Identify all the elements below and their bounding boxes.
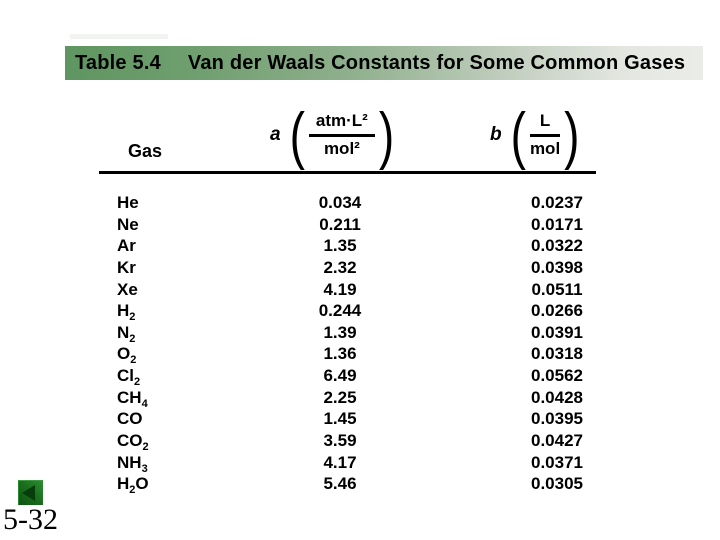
- table-row: H2O 5.46 0.0305: [0, 473, 720, 497]
- table-row: H2 0.244 0.0266: [0, 300, 720, 324]
- table-row: NH3 4.17 0.0371: [0, 452, 720, 475]
- a-value-cell: 1.45: [323, 409, 357, 429]
- table-row: Xe 4.19 0.0511: [0, 279, 720, 301]
- table-row: O2 1.36 0.0318: [0, 343, 720, 367]
- table-row: Kr 2.32 0.0398: [0, 257, 720, 279]
- accent-strip: [70, 34, 168, 39]
- gas-cell: He: [117, 193, 139, 212]
- gas-cell: Cl2: [117, 366, 141, 389]
- a-units-fraction: atm·L² mol²: [308, 111, 375, 159]
- b-value-cell: 0.0562: [531, 366, 583, 386]
- gas-cell: Ar: [117, 236, 136, 256]
- a-value-cell: 0.244: [318, 301, 362, 321]
- a-value-cell: 4.17: [323, 452, 357, 472]
- a-column-header: a ( atm·L² mol² ): [270, 102, 394, 168]
- a-unit-denominator: mol²: [323, 139, 360, 158]
- b-value-cell: 0.0318: [531, 344, 583, 364]
- b-value-cell: 0.0511: [531, 279, 583, 299]
- b-column-header: b ( L mol ): [490, 102, 580, 168]
- a-value-cell: 6.49: [323, 366, 357, 386]
- table-row: He 0.034 0.0237: [0, 192, 720, 214]
- b-value-cell: 0.0371: [531, 452, 583, 472]
- gas-column-header: Gas: [128, 141, 163, 161]
- left-triangle-icon: [22, 485, 35, 501]
- a-symbol: a: [270, 124, 281, 145]
- b-unit-numerator: L: [529, 111, 561, 137]
- b-value-cell: 0.0237: [531, 193, 583, 212]
- b-value-cell: 0.0395: [531, 409, 583, 429]
- a-value-cell: 0.211: [319, 214, 361, 234]
- title-bar: Table 5.4 Van der Waals Constants for So…: [65, 46, 703, 80]
- b-value-cell: 0.0171: [531, 214, 583, 234]
- table-row: CH4 2.25 0.0428: [0, 387, 720, 410]
- gas-cell: CO2: [117, 431, 149, 454]
- b-value-cell: 0.0428: [531, 387, 583, 407]
- gas-cell: Ne: [117, 214, 139, 234]
- b-symbol: b: [490, 124, 502, 145]
- a-value-cell: 1.35: [323, 236, 357, 256]
- a-value-cell: 5.46: [323, 474, 357, 494]
- a-value-cell: 0.034: [318, 193, 362, 212]
- table-number-label: Table 5.4: [75, 51, 161, 74]
- slide-title: Van der Waals Constants for Some Common …: [187, 51, 686, 74]
- gas-cell: CO: [117, 409, 143, 429]
- a-value-cell: 4.19: [323, 279, 357, 299]
- gas-cell: N2: [117, 322, 136, 345]
- b-value-cell: 0.0391: [531, 322, 583, 342]
- table-row: Ne 0.211 0.0171: [0, 214, 720, 236]
- right-paren-icon: ): [378, 99, 395, 171]
- b-value-cell: 0.0398: [531, 257, 583, 277]
- table-row: N2 1.39 0.0391: [0, 322, 720, 345]
- gas-constants-table: He 0.034 0.0237 Ne 0.211 0.0171 Ar 1.35 0.0322 Kr…: [0, 192, 720, 497]
- a-unit-numerator: atm·L²: [308, 111, 375, 137]
- b-value-cell: 0.0305: [531, 474, 583, 494]
- a-value-cell: 2.32: [323, 257, 357, 277]
- left-paren-icon: (: [510, 99, 526, 171]
- gas-cell: Kr: [117, 257, 136, 277]
- page-number: 5-32: [3, 503, 58, 536]
- gas-cell: Xe: [117, 279, 138, 299]
- header-rule: [99, 171, 596, 174]
- table-row: Cl2 6.49 0.0562: [0, 365, 720, 389]
- table-row: CO2 3.59 0.0427: [0, 430, 720, 454]
- a-value-cell: 1.39: [323, 322, 357, 342]
- gas-cell: NH3: [117, 452, 148, 475]
- b-value-cell: 0.0322: [531, 236, 583, 256]
- left-paren-icon: (: [289, 99, 305, 171]
- table-row: Ar 1.35 0.0322: [0, 235, 720, 257]
- b-value-cell: 0.0266: [531, 301, 583, 321]
- table-row: CO 1.45 0.0395: [0, 408, 720, 430]
- gas-cell: H2O: [117, 474, 149, 497]
- b-unit-denominator: mol: [529, 139, 561, 158]
- a-value-cell: 2.25: [323, 387, 357, 407]
- a-value-cell: 1.36: [323, 344, 357, 364]
- a-value-cell: 3.59: [323, 431, 357, 451]
- back-nav-button[interactable]: [18, 480, 43, 505]
- b-value-cell: 0.0427: [531, 431, 583, 451]
- gas-cell: O2: [117, 344, 137, 367]
- gas-cell: CH4: [117, 387, 148, 410]
- b-units-fraction: L mol: [529, 111, 561, 159]
- gas-cell: H2: [117, 301, 136, 324]
- right-paren-icon: ): [564, 99, 580, 171]
